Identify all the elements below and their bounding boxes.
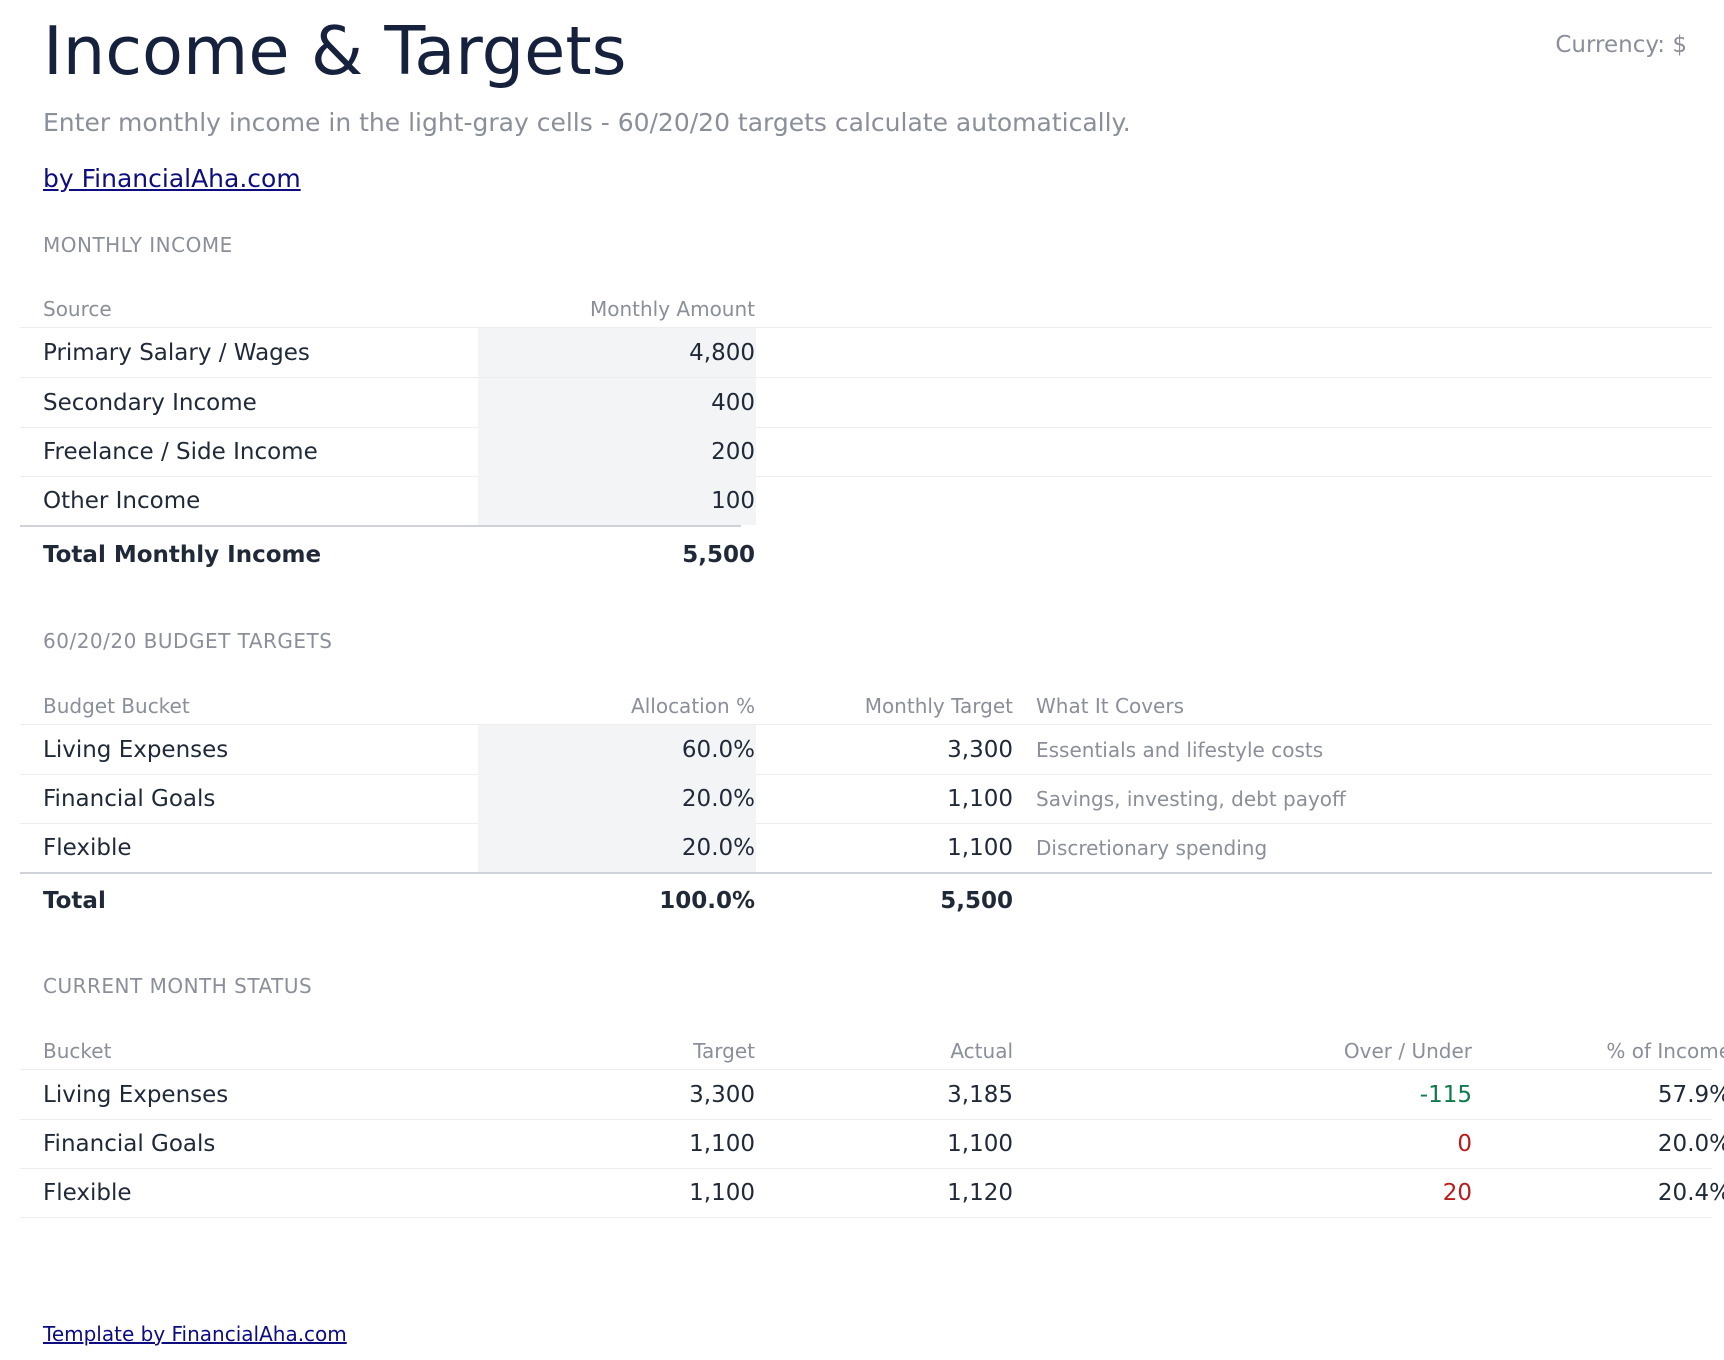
status-over-under: -115 <box>1419 1081 1472 1108</box>
income-total-amount: 5,500 <box>682 541 755 568</box>
income-source: Other Income <box>43 487 201 514</box>
monthly-target: 1,100 <box>947 785 1013 812</box>
col-header-pct-income: % of Income <box>1606 1039 1724 1063</box>
section-label-budget-targets: 60/20/20 BUDGET TARGETS <box>43 629 333 653</box>
status-bucket: Flexible <box>43 1179 132 1206</box>
table-row: Freelance / Side Income 200 <box>20 427 1712 477</box>
targets-total-label: Total <box>43 887 106 914</box>
allocation-input[interactable]: 20.0% <box>478 823 756 872</box>
income-total-row: Total Monthly Income 5,500 <box>20 530 1712 579</box>
divider-gap <box>993 821 1452 823</box>
col-header-source: Source <box>43 297 112 321</box>
targets-total-allocation: 100.0% <box>659 887 755 914</box>
table-row: Primary Salary / Wages 4,800 <box>20 328 1712 378</box>
status-pct-income: 57.9% <box>1657 1081 1724 1108</box>
income-amount-input[interactable]: 400 <box>478 378 756 427</box>
brand-link[interactable]: by FinancialAha.com <box>43 164 301 193</box>
status-target: 1,100 <box>689 1130 755 1157</box>
divider-gap <box>741 525 1713 527</box>
targets-header-row: Budget Bucket Allocation % Monthly Targe… <box>20 684 1712 725</box>
page-title: Income & Targets <box>43 12 627 90</box>
status-over-under: 20 <box>1442 1179 1472 1206</box>
income-amount-input[interactable]: 4,800 <box>478 328 756 377</box>
col-header-target: Target <box>693 1039 755 1063</box>
income-amount-input[interactable]: 200 <box>478 427 756 476</box>
income-source: Secondary Income <box>43 389 257 416</box>
income-amount-input[interactable]: 100 <box>478 476 756 525</box>
col-header-monthly-target: Monthly Target <box>864 694 1013 718</box>
section-label-current-month-status: CURRENT MONTH STATUS <box>43 974 313 998</box>
monthly-target: 1,100 <box>947 834 1013 861</box>
status-actual: 3,185 <box>947 1081 1013 1108</box>
income-source: Primary Salary / Wages <box>43 339 310 366</box>
status-actual: 1,100 <box>947 1130 1013 1157</box>
income-source: Freelance / Side Income <box>43 438 318 465</box>
col-header-what-it-covers: What It Covers <box>1036 694 1184 718</box>
status-target: 3,300 <box>689 1081 755 1108</box>
allocation-input[interactable]: 60.0% <box>478 725 756 774</box>
status-over-under: 0 <box>1457 1130 1472 1157</box>
bucket-name: Financial Goals <box>43 785 216 812</box>
table-row: Financial Goals 20.0% 1,100 Savings, inv… <box>20 774 1712 824</box>
section-label-monthly-income: MONTHLY INCOME <box>43 233 233 257</box>
bucket-name: Flexible <box>43 834 132 861</box>
col-header-over-under: Over / Under <box>1343 1039 1472 1063</box>
status-bucket: Financial Goals <box>43 1130 216 1157</box>
page-subtitle: Enter monthly income in the light-gray c… <box>43 108 1131 137</box>
status-pct-income: 20.0% <box>1657 1130 1724 1157</box>
monthly-target: 3,300 <box>947 736 1013 763</box>
income-header-row: Source Monthly Amount <box>20 287 1712 328</box>
table-row: Financial Goals 1,100 1,100 0 20.0% <box>20 1119 1724 1169</box>
status-actual: 1,120 <box>947 1179 1013 1206</box>
currency-indicator: Currency: $ <box>1555 32 1687 58</box>
footer-link[interactable]: Template by FinancialAha.com <box>43 1322 347 1346</box>
targets-total-monthly: 5,500 <box>940 887 1013 914</box>
bucket-description: Savings, investing, debt payoff <box>1036 786 1346 811</box>
bucket-description: Discretionary spending <box>1036 835 1268 860</box>
allocation-input[interactable]: 20.0% <box>478 774 756 823</box>
col-header-bucket: Bucket <box>43 1039 112 1063</box>
table-row: Secondary Income 400 <box>20 378 1712 428</box>
status-bucket: Living Expenses <box>43 1081 229 1108</box>
status-header-row: Bucket Target Actual Over / Under % of I… <box>20 1029 1724 1070</box>
bucket-description: Essentials and lifestyle costs <box>1036 737 1324 762</box>
status-pct-income: 20.4% <box>1657 1179 1724 1206</box>
table-row: Living Expenses 60.0% 3,300 Essentials a… <box>20 725 1712 775</box>
col-header-budget-bucket: Budget Bucket <box>43 694 190 718</box>
col-header-allocation: Allocation % <box>631 694 755 718</box>
bucket-name: Living Expenses <box>43 736 229 763</box>
table-row: Living Expenses 3,300 3,185 -115 57.9% <box>20 1070 1724 1120</box>
table-row: Other Income 100 <box>20 476 1712 527</box>
targets-total-row: Total 100.0% 5,500 <box>20 876 1712 925</box>
income-total-label: Total Monthly Income <box>43 541 322 568</box>
col-header-actual: Actual <box>950 1039 1013 1063</box>
table-row: Flexible 20.0% 1,100 Discretionary spend… <box>20 823 1712 874</box>
table-row: Flexible 1,100 1,120 20 20.4% <box>20 1168 1724 1218</box>
divider-gap <box>993 772 1452 774</box>
col-header-monthly-amount: Monthly Amount <box>589 297 755 321</box>
status-target: 1,100 <box>689 1179 755 1206</box>
